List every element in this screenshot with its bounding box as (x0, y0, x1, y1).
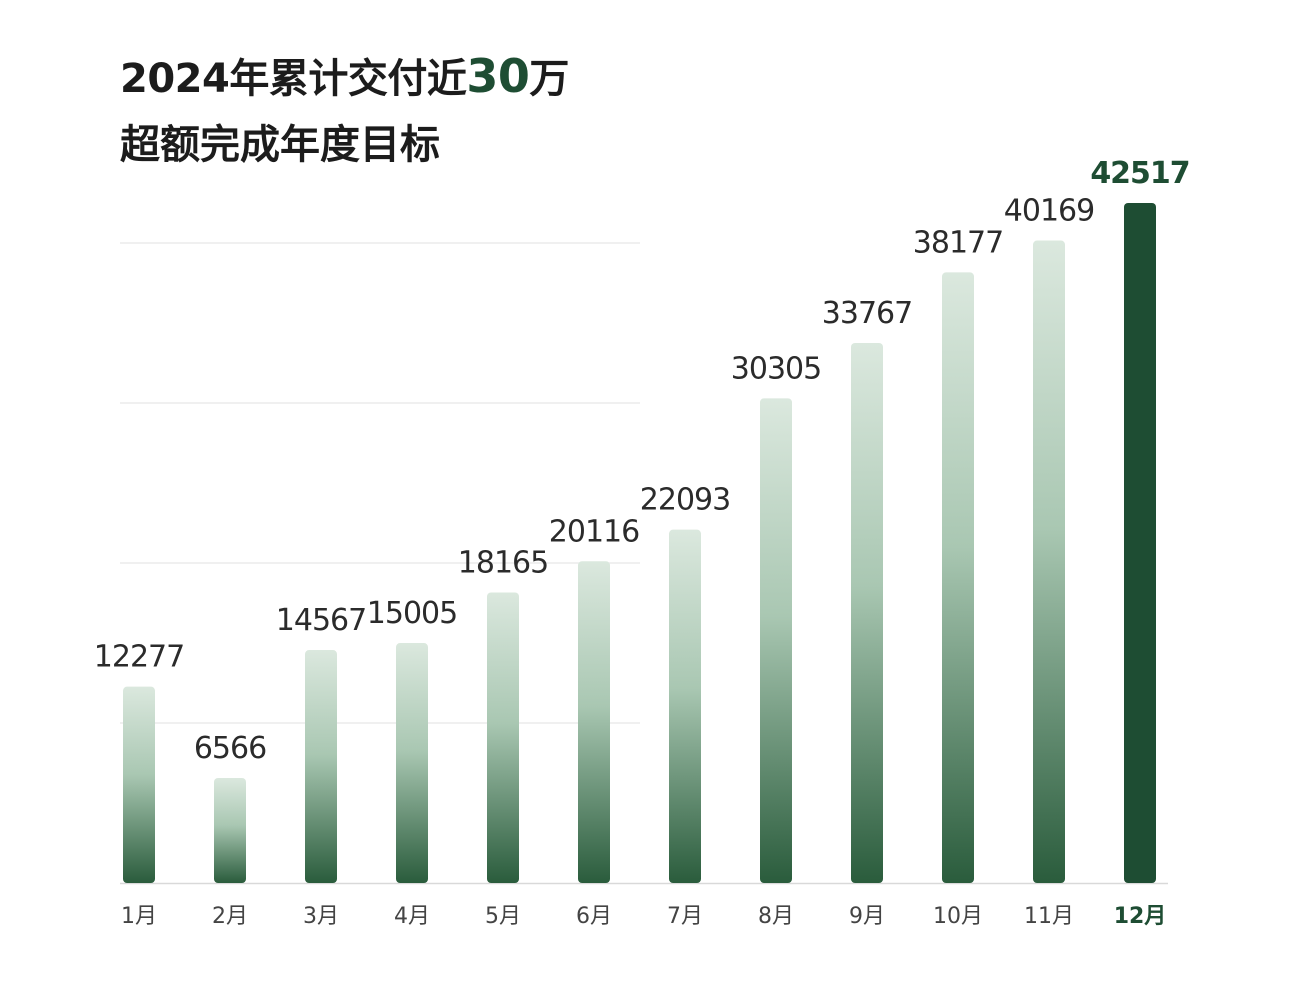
bar-10月 (942, 272, 974, 883)
value-label-10月: 38177 (913, 225, 1003, 260)
value-label-8月: 30305 (731, 351, 821, 386)
value-label-9月: 33767 (822, 296, 912, 331)
x-tick-3月: 3月 (303, 904, 339, 929)
value-label-4月: 15005 (367, 596, 457, 631)
bar-5月 (487, 592, 519, 883)
value-label-2月: 6566 (194, 731, 266, 766)
x-tick-7月: 7月 (667, 904, 703, 929)
x-tick-1月: 1月 (121, 904, 157, 929)
bar-3月 (305, 650, 337, 883)
bar-2月 (214, 777, 246, 883)
value-label-7月: 22093 (640, 483, 730, 518)
bars (123, 203, 1156, 883)
bar-1月 (123, 686, 155, 883)
bar-8月 (760, 398, 792, 883)
x-tick-6月: 6月 (576, 904, 612, 929)
bar-12月 (1124, 203, 1156, 883)
x-tick-9月: 9月 (849, 904, 885, 929)
x-tick-11月: 11月 (1024, 904, 1074, 929)
chart-title-suffix: 万 (529, 56, 569, 102)
chart-title-highlight: 30 (466, 49, 530, 103)
bar-7月 (669, 529, 701, 883)
value-label-11月: 40169 (1004, 194, 1094, 229)
chart-title-prefix: 2024年累计交付近 (120, 56, 467, 102)
value-label-6月: 20116 (549, 514, 639, 549)
x-axis-ticks: 1月 2月 3月 4月 5月 6月 7月 8月 9月 10月 11月 12月 (121, 904, 1166, 929)
x-tick-4月: 4月 (394, 904, 430, 929)
x-tick-5月: 5月 (485, 904, 521, 929)
bar-4月 (396, 643, 428, 883)
chart-subtitle: 超额完成年度目标 (120, 122, 440, 168)
x-tick-2月: 2月 (212, 904, 248, 929)
x-tick-8月: 8月 (758, 904, 794, 929)
chart-title-block: 2024年累计交付近30万 超额完成年度目标 (120, 44, 820, 177)
value-label-12月: 42517 (1090, 156, 1189, 191)
value-label-5月: 18165 (458, 545, 548, 580)
bar-9月 (851, 342, 883, 883)
value-label-1月: 12277 (94, 640, 184, 675)
bar-6月 (578, 561, 610, 883)
chart-title: 2024年累计交付近30万 (120, 44, 820, 111)
bar-11月 (1033, 240, 1065, 883)
x-tick-12月: 12月 (1114, 904, 1167, 929)
value-label-3月: 14567 (276, 603, 366, 638)
x-tick-10月: 10月 (933, 904, 983, 929)
grid-lines (120, 242, 1168, 885)
